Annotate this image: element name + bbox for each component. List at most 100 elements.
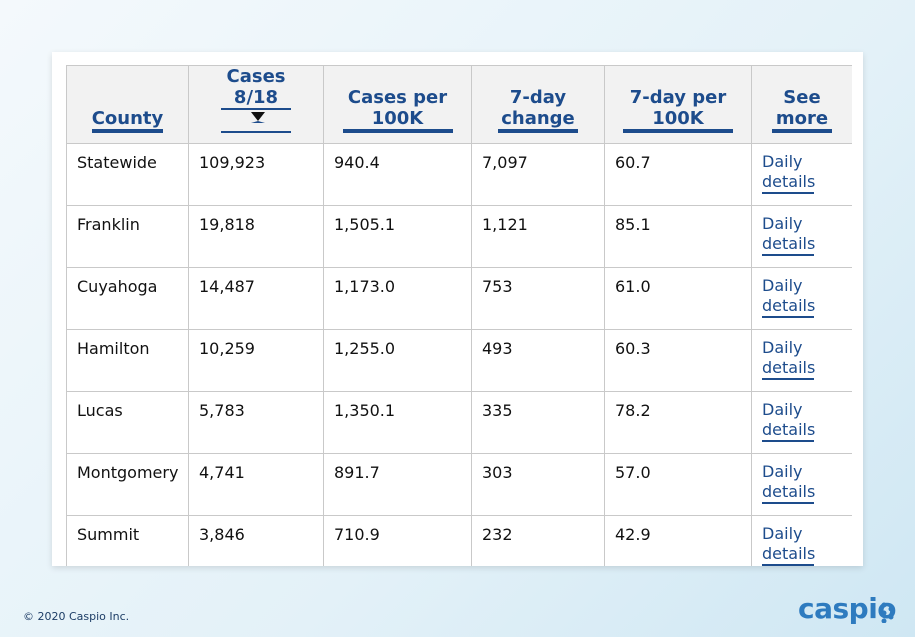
cell-text: 85.1 [615,215,651,234]
header-cell: 7-day per 100K [604,65,752,144]
table-cell: 710.9 [323,515,472,566]
cell-text: 1,350.1 [334,401,396,420]
cell-text: 19,818 [199,215,255,234]
header-link[interactable]: Cases per 100K [342,87,453,131]
header-cell: 7-day change [471,65,605,144]
table-cell: 303 [471,453,605,516]
table-cell: 109,923 [188,143,324,206]
cell-text: 57.0 [615,463,651,482]
cell-text: 335 [482,401,513,420]
cell-text: Hamilton [77,339,150,358]
table-cell: 5,783 [188,391,324,454]
sort-indicator [251,112,265,123]
table-cell: 42.9 [604,515,752,566]
table-cell: Cuyahoga [66,267,189,330]
table-body: Statewide 109,923 940.4 7,097 60.7 Daily deta… [66,143,852,566]
cell-text: 1,173.0 [334,277,396,296]
header-wrap: Cases per 100K [342,87,453,133]
header-wrap: See more [772,87,832,133]
table-cell: 753 [471,267,605,330]
table-cell: Daily details [751,329,852,392]
details-link[interactable]: Daily details [762,276,815,318]
table-cell: Statewide [66,143,189,206]
header-wrap: County [91,108,164,133]
table-row: Statewide 109,923 940.4 7,097 60.7 Daily deta… [66,143,852,206]
header-link[interactable]: 7-day change [498,87,578,131]
table-cell: 85.1 [604,205,752,268]
header-link[interactable]: Cases 8/18 [221,66,291,110]
table-row: Hamilton 10,259 1,255.0 493 60.3 Daily detail… [66,329,852,392]
cell-text: Franklin [77,215,140,234]
table-cell: Hamilton [66,329,189,392]
table-cell: Montgomery [66,453,189,516]
table-cell: Lucas [66,391,189,454]
cell-text: 303 [482,463,513,482]
table-cell: Daily details [751,515,852,566]
header-cell: Cases per 100K [323,65,472,144]
details-link[interactable]: Daily details [762,524,815,566]
header-cell: See more [751,65,852,144]
table-row: Montgomery 4,741 891.7 303 57.0 Daily details [66,453,852,516]
table-cell: 940.4 [323,143,472,206]
table-cell: 61.0 [604,267,752,330]
details-link[interactable]: Daily details [762,462,815,504]
header-link[interactable]: See more [772,87,832,131]
cell-text: Lucas [77,401,123,420]
table-wrap: County Cases 8/18 Cases per 100K 7-day chan… [66,65,852,566]
header-cell: County [66,65,189,144]
cell-text: 60.3 [615,339,651,358]
cell-text: 3,846 [199,525,245,544]
logo[interactable]: caspio [798,592,897,625]
copyright: © 2020 Caspio Inc. [23,610,130,623]
table-cell: 78.2 [604,391,752,454]
table-cell: 1,505.1 [323,205,472,268]
table-cell: 493 [471,329,605,392]
header-wrap: 7-day change [498,87,578,133]
table-cell: 57.0 [604,453,752,516]
header-link[interactable]: County [91,108,164,131]
cell-text: 78.2 [615,401,651,420]
table-row: Lucas 5,783 1,350.1 335 78.2 Daily details [66,391,852,454]
header-link[interactable]: 7-day per 100K [623,87,733,131]
table-cell: Daily details [751,453,852,516]
cell-text: 1,121 [482,215,528,234]
table-cell: Summit [66,515,189,566]
details-link[interactable]: Daily details [762,152,815,194]
table-cell: 19,818 [188,205,324,268]
table-cell: 14,487 [188,267,324,330]
header-wrap: Cases 8/18 [221,66,291,133]
table-cell: 1,255.0 [323,329,472,392]
cell-text: Montgomery [77,463,179,482]
data-table: County Cases 8/18 Cases per 100K 7-day chan… [66,65,852,566]
cell-text: 891.7 [334,463,380,482]
cell-text: 5,783 [199,401,245,420]
table-cell: 10,259 [188,329,324,392]
cell-text: 1,505.1 [334,215,396,234]
details-link[interactable]: Daily details [762,214,815,256]
table-cell: 232 [471,515,605,566]
card: County Cases 8/18 Cases per 100K 7-day chan… [52,52,863,566]
cell-text: 710.9 [334,525,380,544]
details-link[interactable]: Daily details [762,400,815,442]
header-row: County Cases 8/18 Cases per 100K 7-day chan… [66,65,852,144]
cell-text: 42.9 [615,525,651,544]
cell-text: 7,097 [482,153,528,172]
table-cell: 4,741 [188,453,324,516]
table-cell: Daily details [751,267,852,330]
header-cell: Cases 8/18 [188,65,324,144]
cell-text: 4,741 [199,463,245,482]
table-cell: 3,846 [188,515,324,566]
cell-text: 493 [482,339,513,358]
cell-text: 60.7 [615,153,651,172]
cell-text: 14,487 [199,277,255,296]
table-cell: Franklin [66,205,189,268]
header-wrap: 7-day per 100K [623,87,733,133]
details-link[interactable]: Daily details [762,338,815,380]
table-row: Franklin 19,818 1,505.1 1,121 85.1 Daily deta… [66,205,852,268]
cell-text: 10,259 [199,339,255,358]
cell-text: 109,923 [199,153,266,172]
cell-text: 940.4 [334,153,380,172]
table-cell: 60.3 [604,329,752,392]
table-cell: 335 [471,391,605,454]
